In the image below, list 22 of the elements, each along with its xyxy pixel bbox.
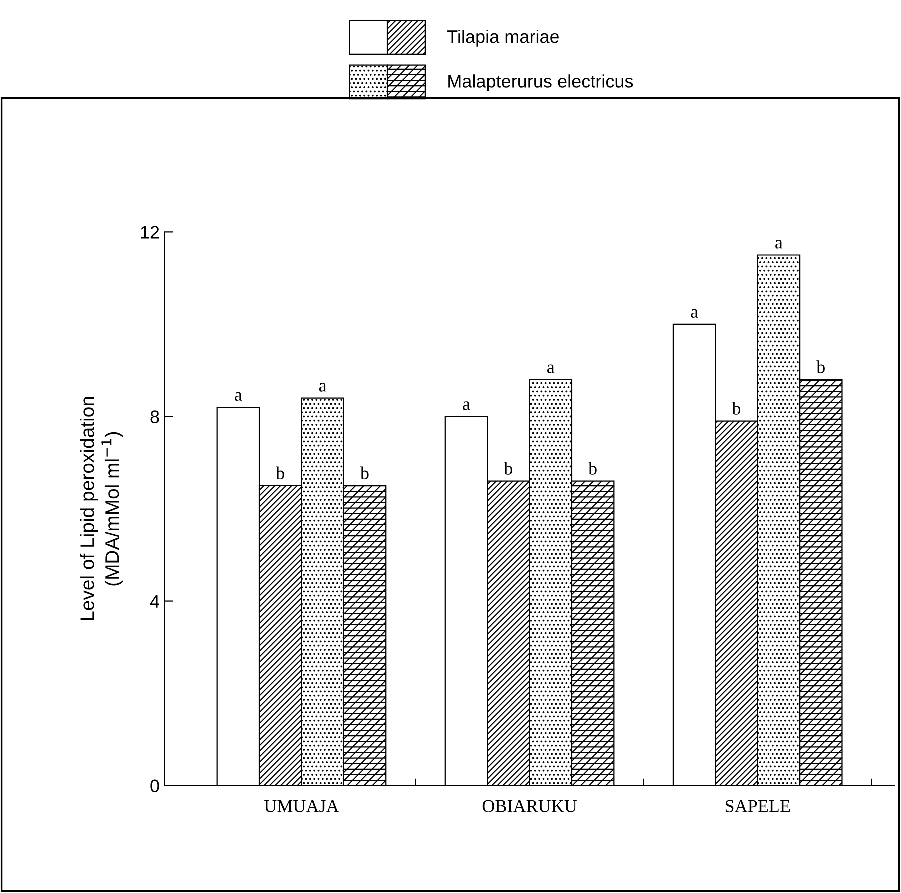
y-axis-title: Level of Lipid peroxidation (MDA/mMol ml$^{−1}$) [80,397,124,620]
data-label: b [816,360,825,374]
legend-label: Tilapia mariae [448,30,560,47]
data-label: a [548,364,555,374]
data-label: a [463,402,470,410]
x-tick-label: SAPELE [726,800,790,812]
y-tick-label: 4 [150,595,160,608]
x-tick-label: OBIARUKU [482,800,578,812]
data-label: b [588,462,597,475]
data-label: b [360,466,369,480]
data-label: a [691,309,698,318]
y-tick-label: 8 [150,410,160,424]
y-tick-label: 12 [141,226,160,239]
y-tick-label: 0 [150,780,160,793]
data-label: a [235,392,242,402]
data-label: a [776,240,783,249]
data-label: a [319,383,327,392]
x-tick-label: UMUAJA [264,800,340,812]
legend-label: Malapterurus electricus [448,74,634,92]
data-label: b [276,466,284,480]
data-label: b [732,402,741,415]
data-label: b [504,462,513,475]
